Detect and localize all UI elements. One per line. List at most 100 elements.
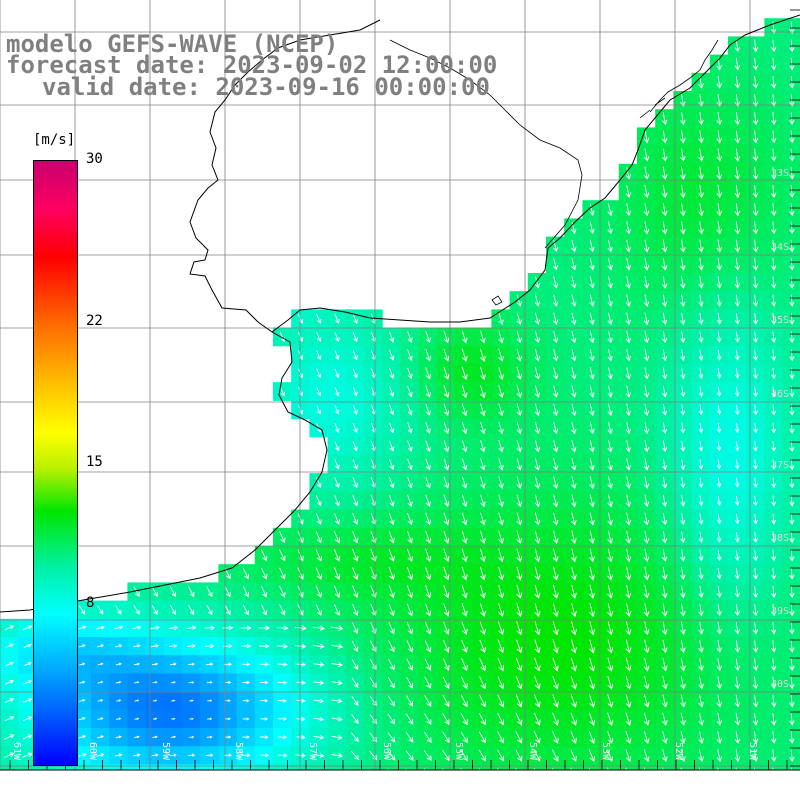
wind-arrow bbox=[334, 513, 340, 525]
wind-arrow bbox=[331, 716, 343, 722]
wind-arrow bbox=[170, 735, 176, 739]
wind-arrow bbox=[534, 458, 541, 471]
wind-arrow bbox=[570, 749, 577, 762]
wind-arrow bbox=[771, 567, 777, 580]
latitude-label: 38S bbox=[771, 533, 789, 544]
wind-speed-cell bbox=[109, 764, 128, 770]
wind-arrow bbox=[169, 586, 177, 598]
wind-arrow bbox=[607, 712, 614, 726]
wind-arrow bbox=[625, 403, 631, 417]
wind-arrow bbox=[662, 404, 668, 416]
wind-arrow bbox=[315, 513, 322, 525]
wind-arrow bbox=[625, 657, 632, 672]
wind-arrow bbox=[443, 530, 450, 544]
coastline-uruguay-border bbox=[389, 39, 583, 249]
wind-arrow bbox=[4, 734, 15, 740]
wind-arrow bbox=[770, 203, 777, 217]
wind-arrow bbox=[698, 585, 704, 599]
wind-arrow bbox=[316, 368, 322, 379]
wind-arrow bbox=[387, 732, 396, 743]
wind-arrow bbox=[316, 331, 322, 343]
wind-arrow bbox=[625, 749, 632, 763]
wind-arrow bbox=[625, 312, 632, 326]
wind-arrow bbox=[405, 750, 414, 761]
wind-arrow bbox=[607, 403, 613, 417]
wind-arrow bbox=[679, 166, 686, 181]
wind-arrow bbox=[406, 512, 413, 526]
wind-arrow bbox=[205, 662, 214, 666]
wind-arrow bbox=[770, 148, 777, 162]
wind-arrow bbox=[388, 640, 395, 653]
wind-arrow bbox=[770, 166, 777, 180]
wind-arrow bbox=[406, 603, 414, 617]
wind-arrow bbox=[661, 130, 668, 144]
colorbar bbox=[33, 160, 78, 766]
longitude-labels: 61W 60W 59W 58W 57W 56W 55W 54W 53W 52W 51W bbox=[11, 742, 758, 761]
wind-arrow bbox=[133, 644, 141, 648]
wind-arrow bbox=[698, 239, 704, 253]
wind-arrow bbox=[716, 130, 723, 144]
wind-arrow bbox=[461, 348, 468, 362]
wind-arrow bbox=[278, 698, 287, 703]
wind-arrow bbox=[770, 676, 777, 690]
wind-arrow bbox=[205, 643, 215, 649]
wind-speed-cell bbox=[618, 764, 638, 770]
wind-arrow bbox=[134, 681, 140, 684]
wind-arrow bbox=[461, 639, 468, 654]
wind-arrow bbox=[735, 423, 740, 434]
wind-arrow bbox=[753, 331, 759, 343]
coastline-lagoon bbox=[639, 39, 719, 119]
wind-arrow bbox=[516, 603, 523, 618]
wind-arrow bbox=[698, 94, 704, 107]
wind-arrow bbox=[771, 549, 777, 562]
wind-arrow bbox=[752, 694, 759, 708]
wind-arrow bbox=[406, 676, 413, 689]
wind-arrow bbox=[224, 717, 231, 721]
wind-arrow bbox=[351, 714, 359, 725]
wind-arrow bbox=[424, 695, 432, 707]
wind-arrow bbox=[405, 713, 414, 725]
wind-arrow bbox=[607, 730, 614, 744]
wind-arrow bbox=[260, 680, 269, 685]
wind-speed-cell bbox=[91, 764, 110, 770]
wind-arrow bbox=[425, 494, 431, 508]
wind-arrow bbox=[442, 676, 450, 689]
wind-arrow bbox=[716, 202, 723, 217]
wind-arrow bbox=[516, 330, 522, 344]
wind-arrow bbox=[96, 625, 105, 630]
wind-arrow bbox=[534, 312, 541, 326]
wind-arrow bbox=[516, 548, 523, 563]
wind-speed-cell bbox=[673, 764, 693, 770]
wind-arrow bbox=[625, 512, 632, 526]
latitude-label: 39S bbox=[771, 606, 789, 617]
wind-arrow bbox=[625, 621, 632, 636]
wind-arrow bbox=[589, 512, 595, 526]
longitude-label: 51W bbox=[747, 742, 758, 761]
wind-arrow bbox=[680, 422, 686, 434]
wind-arrow bbox=[116, 717, 122, 720]
wind-arrow bbox=[352, 530, 359, 544]
wind-arrow bbox=[388, 548, 395, 563]
wind-arrow bbox=[770, 130, 777, 144]
wind-arrow bbox=[680, 440, 686, 452]
wind-arrow bbox=[23, 698, 33, 703]
wind-arrow bbox=[589, 221, 595, 235]
wind-arrow bbox=[478, 712, 486, 726]
wind-speed-cell bbox=[691, 764, 711, 770]
longitude-label: 57W bbox=[307, 742, 318, 761]
wind-arrow bbox=[352, 567, 359, 581]
wind-arrow bbox=[571, 385, 577, 398]
wind-arrow bbox=[662, 440, 668, 453]
wind-arrow bbox=[698, 459, 704, 470]
wind-arrow bbox=[552, 403, 559, 417]
wind-arrow bbox=[698, 349, 704, 362]
wind-arrow bbox=[133, 662, 140, 666]
wind-arrow bbox=[771, 477, 777, 489]
wind-arrow bbox=[316, 405, 322, 415]
wind-arrow bbox=[224, 604, 231, 616]
wind-arrow bbox=[534, 676, 541, 690]
wind-arrow bbox=[552, 258, 559, 271]
wind-arrow bbox=[752, 148, 759, 162]
wind-arrow bbox=[625, 548, 632, 563]
wind-arrow bbox=[168, 625, 179, 630]
